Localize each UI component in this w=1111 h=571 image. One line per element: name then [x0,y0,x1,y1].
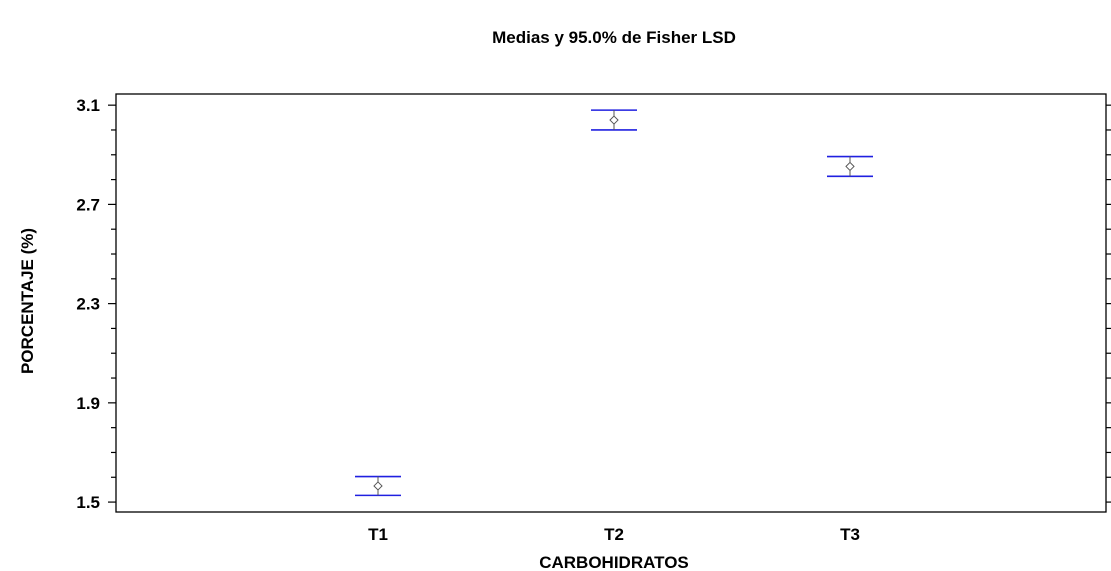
y-tick-label: 1.9 [76,394,100,413]
plot-marks [355,109,873,497]
chart-title: Medias y 95.0% de Fisher LSD [492,28,736,47]
mean-marker [845,161,855,172]
mean-marker [609,115,619,125]
x-tick-label: T3 [840,525,860,544]
y-tick-label: 1.5 [76,493,100,512]
y-tick-label: 3.1 [76,96,100,115]
y-axis-title: PORCENTAJE (%) [18,228,37,374]
mean-marker [373,481,383,491]
x-axis-title: CARBOHIDRATOS [539,553,689,571]
x-axis: T1 T2 T3 [368,525,860,544]
y-tick-label: 2.3 [76,295,100,314]
plot-frame [115,93,1107,513]
y-axis-right-ticks [1106,104,1111,503]
x-tick-label: T2 [604,525,624,544]
y-tick-label: 2.7 [76,195,100,214]
x-tick-label: T1 [368,525,388,544]
y-axis: 1.5 1.9 2.3 2.7 3.1 [76,96,116,512]
